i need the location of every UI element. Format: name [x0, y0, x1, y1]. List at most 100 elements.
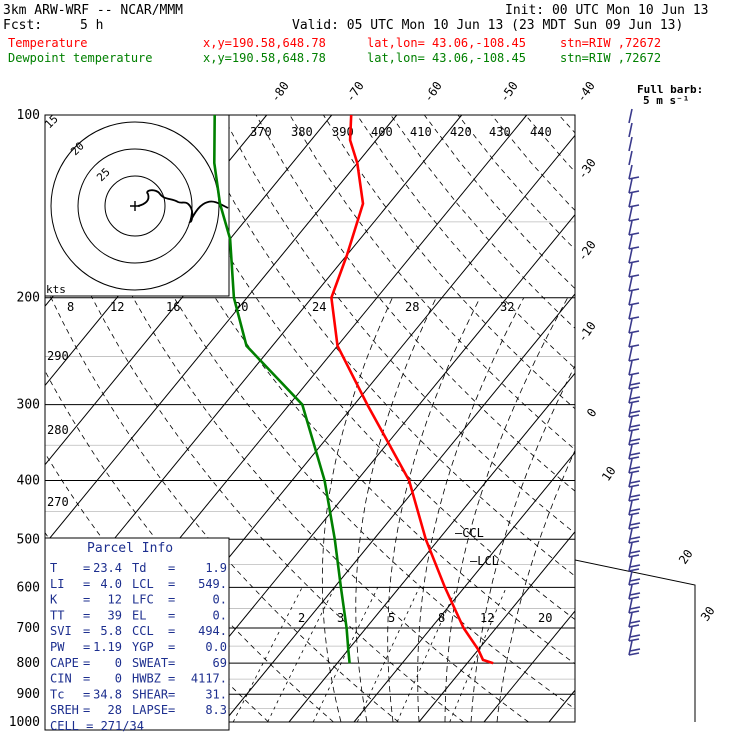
wind-barb — [628, 178, 633, 194]
moist-adiabat-label: 8 — [67, 300, 74, 314]
wind-barb — [628, 640, 633, 656]
moist-adiabat-label: 16 — [166, 300, 180, 314]
parcel-info-value: 0.0 — [205, 640, 227, 654]
parcel-info-value: 12 — [108, 593, 122, 607]
wind-barb-feather — [629, 536, 641, 540]
parcel-info-value: = — [168, 577, 175, 591]
pressure-label: 600 — [17, 580, 40, 595]
parcel-info-value: 34.8 — [93, 687, 122, 701]
hodograph-trace — [137, 189, 229, 223]
wind-barb — [628, 318, 633, 334]
parcel-info-value: 4.0 — [100, 577, 122, 591]
wind-barb-feather — [628, 344, 640, 348]
parcel-info-value: PW — [50, 640, 65, 654]
plot-outline — [574, 115, 696, 722]
mixing-ratio-lines — [232, 587, 507, 723]
parcel-info-value: SHEAR — [132, 687, 169, 701]
parcel-info-value: SWEAT — [132, 656, 168, 670]
dry-adiabat-line — [20, 114, 464, 723]
wind-barb — [628, 220, 633, 236]
parcel-info-value: 31. — [205, 687, 227, 701]
potential-temperature-label: 410 — [410, 125, 432, 139]
potential-temperature-label: 430 — [489, 125, 511, 139]
parcel-info-value: 8.3 — [205, 703, 227, 717]
potential-temperature-label: 390 — [332, 125, 354, 139]
wind-barb-feather — [628, 372, 640, 376]
wind-barb-feather — [629, 466, 641, 470]
dry-adiabat-line — [87, 114, 594, 723]
wind-barb-feather — [628, 260, 640, 264]
wind-barb — [628, 150, 633, 166]
isotherm-label: 10 — [599, 464, 619, 484]
wind-barb — [628, 164, 633, 180]
dry-adiabat-label: 270 — [47, 495, 69, 509]
parcel-info-value: 0 — [115, 656, 122, 670]
wind-barb — [628, 346, 633, 362]
dry-adiabat-label: 280 — [47, 423, 69, 437]
wind-barb — [628, 416, 633, 432]
wind-barb-feather — [629, 410, 641, 414]
isotherm-line — [158, 114, 658, 723]
wind-barb — [628, 206, 633, 222]
parcel-info-value: 1.9 — [205, 561, 227, 575]
moist-adiabat-line — [470, 297, 612, 723]
wind-barb-feather — [628, 484, 640, 488]
moist-adiabat-label: 28 — [405, 300, 419, 314]
parcel-info-value: = — [83, 593, 90, 607]
parcel-info-value: CAPE — [50, 656, 79, 670]
wind-barb-feather — [628, 302, 640, 306]
wind-barb-feather — [628, 470, 640, 474]
wind-barb — [628, 304, 633, 320]
wind-legend-units: 5 m s⁻¹ — [643, 94, 689, 107]
parcel-info-value: = — [83, 561, 90, 575]
parcel-info-value: LCL — [132, 577, 154, 591]
parcel-info-value: CIN — [50, 672, 72, 686]
wind-barb-feather — [628, 624, 640, 628]
parcel-info-value: 549. — [198, 577, 227, 591]
forecast-hours: 5 h — [80, 18, 103, 33]
parcel-info-title: Parcel Info — [87, 541, 173, 556]
pressure-label: 1000 — [9, 715, 40, 730]
dry-adiabat-line — [222, 114, 740, 653]
pressure-label: 100 — [17, 108, 40, 123]
isotherm-label: 30 — [698, 604, 718, 624]
valid-time: Valid: 05 UTC Mon 10 Jun 13 (23 MDT Sun … — [292, 18, 683, 33]
isotherm-label: 20 — [676, 547, 696, 567]
potential-temperature-label: 440 — [530, 125, 552, 139]
wind-barb-feather — [629, 508, 641, 512]
dry-adiabat-line — [53, 114, 529, 723]
wind-barb-feather — [628, 386, 640, 390]
dry-adiabat-line — [0, 162, 399, 723]
parcel-info-value: = — [83, 687, 90, 701]
dry-adiabat-label: 290 — [47, 349, 69, 363]
wind-barb — [628, 486, 633, 502]
parcel-info-value: 0 — [115, 672, 122, 686]
mixing-ratio-label: 12 — [480, 611, 494, 625]
wind-barb-feather — [628, 498, 640, 502]
parcel-info-value: = — [83, 672, 90, 686]
wind-barb-feather — [628, 540, 640, 544]
wind-barb-feather — [628, 428, 640, 432]
wind-barb — [628, 500, 633, 516]
wind-barb — [628, 374, 633, 390]
parcel-info-value: SREH — [50, 703, 79, 717]
temperature-latlon: lat,lon= 43.06,-108.45 — [367, 36, 526, 50]
mixing-ratio-line — [267, 587, 336, 723]
moist-adiabat-line — [417, 297, 525, 723]
parcel-info-cell: CELL = 271/34 — [50, 719, 144, 733]
pressure-label: 800 — [17, 656, 40, 671]
hodograph-ring — [50, 121, 220, 291]
wind-barb-feather — [628, 512, 640, 516]
isotherm-line — [0, 114, 398, 600]
potential-temperature-label: 400 — [371, 125, 393, 139]
wind-barb-feather — [629, 648, 641, 652]
wind-barb-feather — [628, 442, 640, 446]
wind-barb-feather — [629, 438, 641, 442]
parcel-info-value: Td — [132, 561, 146, 575]
pressure-axis: 100 200 300 400 500 600 700 800 900 1000 — [9, 108, 40, 730]
plot-margin-left — [0, 66, 45, 740]
parcel-info-value: 0. — [213, 593, 227, 607]
parcel-info-value: HWBZ — [132, 672, 161, 686]
wind-barb-feather — [629, 424, 641, 428]
init-time: Init: 00 UTC Mon 10 Jun 13 — [505, 3, 709, 18]
